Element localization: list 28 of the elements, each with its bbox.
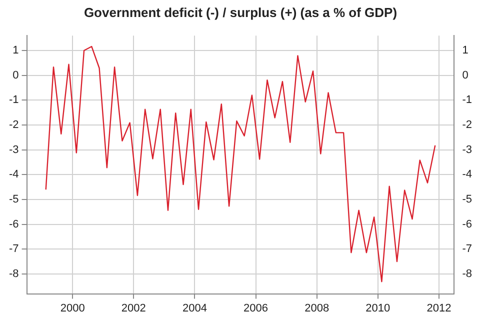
y2-tick-label: 1 [462, 44, 468, 57]
y2-tick-label: -4 [462, 168, 472, 181]
y2-tick-label: -2 [462, 119, 472, 132]
chart-title: Government deficit (-) / surplus (+) (as a % of GDP) [82, 4, 398, 22]
y-tick-label: -7 [9, 243, 19, 256]
y2-tick-label: -5 [462, 193, 472, 206]
x-tick-label: 2006 [244, 302, 268, 314]
x-tick-label: 2012 [426, 302, 452, 314]
y-tick-label: -4 [9, 168, 19, 181]
y-tick-label: 0 [12, 69, 19, 82]
x-tick-label: 2004 [182, 302, 207, 314]
x-tick-label: 2002 [121, 302, 146, 314]
x-tick-label: 2000 [60, 302, 85, 314]
y2-tick-label: -8 [462, 268, 472, 280]
y2-tick-label: 0 [462, 69, 468, 82]
y-tick-label: -3 [9, 144, 19, 156]
y-tick-label: 1 [12, 44, 19, 57]
y-tick-label: -8 [9, 268, 19, 280]
y-tick-label: -6 [9, 218, 19, 230]
y-tick-label: -2 [9, 119, 19, 132]
y-tick-label: -1 [9, 94, 19, 106]
x-tick-label: 2010 [366, 302, 390, 314]
y2-tick-label: -3 [462, 144, 472, 156]
y2-tick-label: -7 [462, 243, 472, 256]
x-tick-label: 2008 [304, 302, 330, 314]
y-tick-label: -5 [9, 193, 19, 206]
y2-tick-label: -6 [462, 218, 472, 230]
y2-tick-label: -1 [462, 94, 472, 106]
